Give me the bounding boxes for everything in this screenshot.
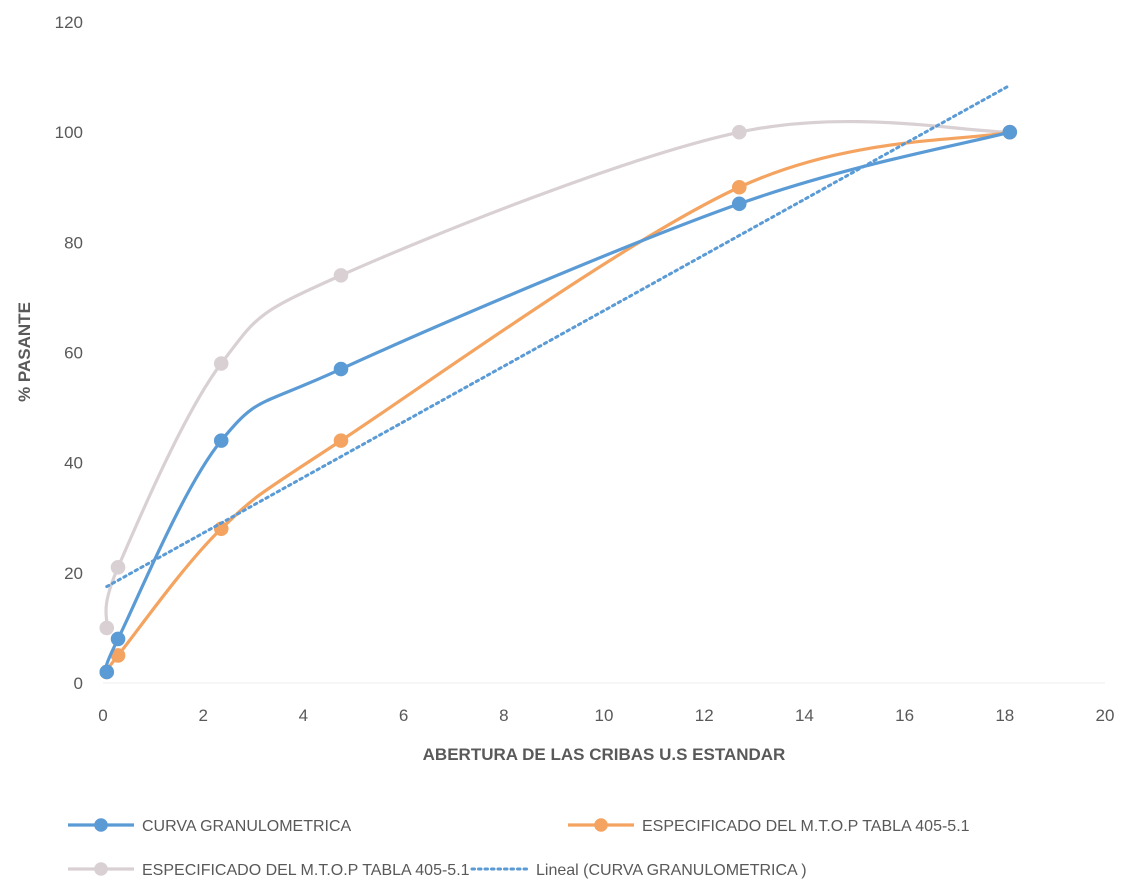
data-point — [213, 433, 229, 448]
x-tick-label: 8 — [499, 706, 508, 725]
x-tick-label: 2 — [198, 706, 207, 725]
x-tick-label: 10 — [595, 706, 614, 725]
series-line — [104, 119, 1012, 630]
x-axis-title: ABERTURA DE LAS CRIBAS U.S ESTANDAR — [423, 745, 786, 764]
data-point — [99, 664, 115, 680]
x-tick-label: 14 — [795, 706, 814, 725]
series-layer — [99, 83, 1018, 680]
legend-label: Lineal (CURVA GRANULOMETRICA ) — [536, 862, 807, 879]
series-line — [104, 130, 1012, 674]
y-tick-label: 120 — [55, 13, 83, 32]
x-tick-label: 0 — [98, 706, 107, 725]
data-point — [333, 433, 349, 448]
legend: CURVA GRANULOMETRICA ESPECIFICADO DEL M.T… — [68, 818, 970, 879]
series-2 — [99, 119, 1018, 636]
axis-layer: 0 2 4 6 8 10 12 14 16 18 20 0 20 40 60 80 100 120 ABERTURA… — [15, 13, 1114, 764]
data-point — [333, 268, 349, 283]
data-point — [1002, 124, 1018, 140]
x-tick-label: 6 — [399, 706, 408, 725]
trendline — [105, 83, 1012, 589]
y-axis-title: % PASANTE — [15, 302, 34, 402]
y-tick-label: 20 — [64, 564, 83, 583]
legend-entry: ESPECIFICADO DEL M.T.O.P TABLA 405-5.1 — [568, 818, 970, 835]
data-point — [110, 631, 126, 647]
data-point — [731, 196, 747, 212]
x-tick-label: 4 — [299, 706, 308, 725]
legend-marker — [94, 818, 108, 832]
x-tick-label: 18 — [995, 706, 1014, 725]
legend-label: ESPECIFICADO DEL M.T.O.P TABLA 405-5.1 — [142, 862, 470, 879]
data-point — [731, 124, 747, 140]
y-tick-label: 40 — [64, 454, 83, 473]
legend-marker — [594, 818, 608, 832]
x-tick-label: 12 — [695, 706, 714, 725]
y-tick-label: 0 — [74, 674, 83, 693]
data-point — [99, 620, 115, 636]
legend-label: CURVA GRANULOMETRICA — [142, 818, 352, 835]
x-tick-label: 16 — [895, 706, 914, 725]
series-line — [104, 130, 1012, 674]
data-point — [110, 560, 126, 575]
legend-marker — [94, 862, 108, 876]
series-0 — [99, 124, 1018, 680]
y-tick-label: 60 — [64, 344, 83, 363]
legend-entry: CURVA GRANULOMETRICA — [68, 818, 352, 835]
legend-entry: ESPECIFICADO DEL M.T.O.P TABLA 405-5.1 — [68, 862, 470, 879]
legend-label: ESPECIFICADO DEL M.T.O.P TABLA 405-5.1 — [642, 818, 970, 835]
data-point — [213, 356, 229, 371]
x-tick-label: 20 — [1096, 706, 1115, 725]
data-point — [333, 361, 349, 377]
series-1 — [99, 124, 1018, 680]
legend-entry: Lineal (CURVA GRANULOMETRICA ) — [470, 862, 807, 879]
series-3 — [105, 83, 1012, 589]
y-tick-label: 80 — [64, 233, 83, 252]
y-tick-label: 100 — [55, 123, 83, 142]
data-point — [731, 179, 747, 195]
